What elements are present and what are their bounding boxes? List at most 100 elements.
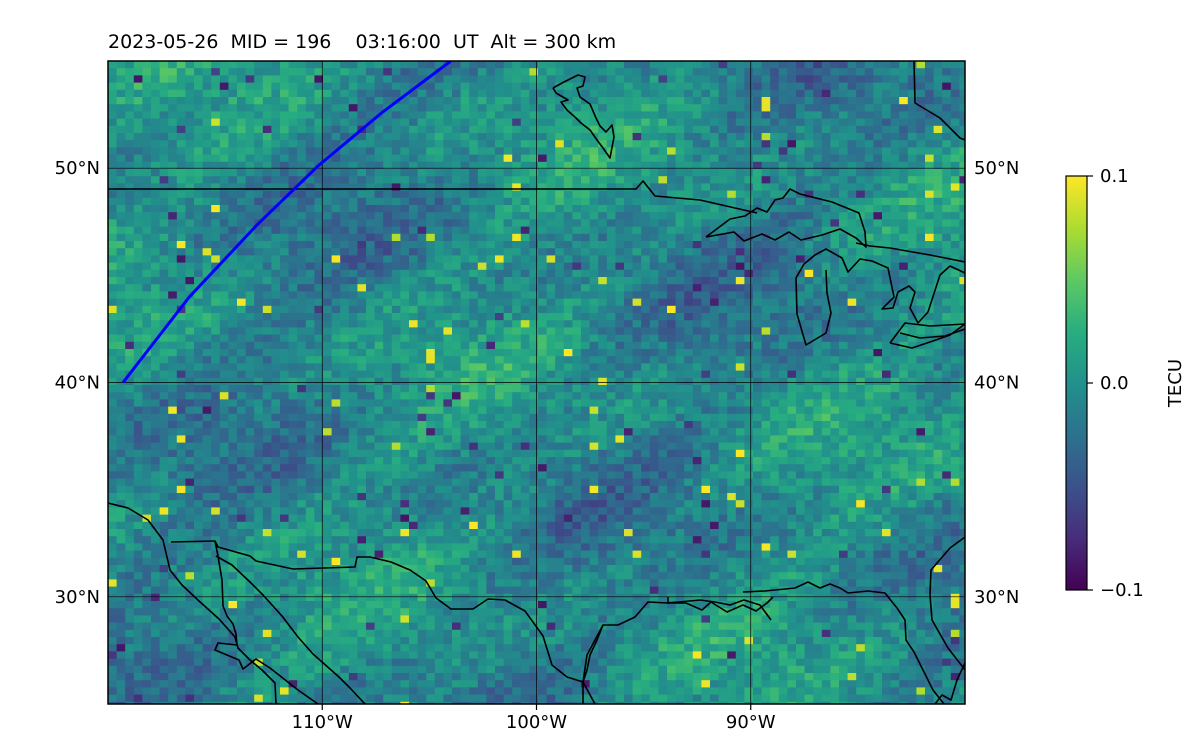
tec-cell <box>297 334 307 343</box>
tec-cell <box>581 320 591 328</box>
tec-cell <box>899 356 909 364</box>
tec-cell <box>116 75 126 84</box>
tec-cell <box>228 385 238 393</box>
tec-cell <box>348 413 358 422</box>
tec-cell <box>529 118 539 127</box>
tec-cell <box>701 269 711 278</box>
tec-cell <box>907 125 917 134</box>
tec-cell <box>486 104 496 112</box>
tec-cell <box>426 111 436 120</box>
tec-cell <box>761 305 771 314</box>
tec-cell <box>624 248 634 256</box>
tec-cell <box>512 140 522 148</box>
tec-cell <box>873 392 883 400</box>
tec-cell <box>753 89 763 98</box>
tec-cell <box>219 205 229 213</box>
tec-cell <box>194 104 204 112</box>
tec-cell <box>262 161 272 170</box>
tec-cell <box>718 212 728 220</box>
tec-cell <box>598 370 608 379</box>
tec-cell <box>899 399 909 408</box>
tec-cell <box>830 190 840 199</box>
tec-cell <box>959 75 965 84</box>
tec-cell <box>477 377 487 386</box>
tec-cell <box>142 205 152 213</box>
tec-cell <box>323 241 333 249</box>
tec-cell <box>374 241 384 249</box>
tec-cell <box>460 89 470 98</box>
tec-cell <box>280 140 290 148</box>
tec-cell <box>572 169 582 177</box>
tec-cell <box>271 68 281 76</box>
tec-cell <box>305 197 315 206</box>
tec-cell <box>641 89 651 98</box>
tec-cell <box>675 154 685 163</box>
tec-cell <box>409 399 419 408</box>
tec-cell <box>168 327 178 336</box>
tec-cell <box>460 197 470 206</box>
tec-cell <box>615 341 625 350</box>
tec-cell <box>426 97 436 105</box>
tec-cell <box>271 169 281 177</box>
tec-cell <box>933 327 943 336</box>
tec-cell <box>374 154 384 163</box>
tec-cell <box>692 413 702 422</box>
tec-cell <box>916 291 926 300</box>
tec-cell <box>813 68 823 76</box>
tec-cell <box>546 75 556 84</box>
tec-cell <box>323 161 333 170</box>
tec-cell <box>555 241 565 249</box>
tec-cell <box>942 197 952 206</box>
tec-cell <box>477 82 487 91</box>
tec-cell <box>950 233 960 242</box>
tec-cell <box>297 161 307 170</box>
tec-cell <box>391 68 401 76</box>
tec-cell <box>718 334 728 343</box>
tec-cell <box>942 277 952 285</box>
tec-cell <box>443 154 453 163</box>
tec-cell <box>202 291 212 300</box>
tec-cell <box>133 169 143 177</box>
tec-cell <box>606 341 616 350</box>
tec-cell <box>847 205 857 213</box>
tec-cell <box>434 104 444 112</box>
tec-cell <box>374 298 384 307</box>
tec-cell <box>409 385 419 393</box>
tec-cell <box>701 313 711 321</box>
tec-cell <box>374 406 384 415</box>
tec-cell <box>925 291 935 300</box>
tec-cell <box>305 205 315 213</box>
tec-cell <box>176 118 186 127</box>
tec-cell <box>374 269 384 278</box>
tec-cell <box>624 298 634 307</box>
tec-cell <box>159 413 169 422</box>
tec-cell <box>649 399 659 408</box>
tec-cell <box>262 399 272 408</box>
tec-cell <box>778 291 788 300</box>
tec-cell <box>821 89 831 98</box>
tec-cell <box>400 205 410 213</box>
tec-cell <box>787 305 797 314</box>
tec-cell <box>176 61 186 69</box>
tec-cell <box>873 140 883 148</box>
tec-cell <box>116 89 126 98</box>
tec-cell <box>916 262 926 271</box>
tec-cell <box>899 89 909 98</box>
tec-cell <box>262 406 272 415</box>
tec-cell <box>839 413 849 422</box>
tec-cell <box>753 284 763 292</box>
tec-cell <box>675 406 685 415</box>
tec-cell <box>512 313 522 321</box>
tec-cell <box>778 320 788 328</box>
tec-cell <box>632 334 642 343</box>
tec-cell <box>933 169 943 177</box>
tec-cell <box>649 269 659 278</box>
tec-cell <box>434 248 444 256</box>
tec-cell <box>219 176 229 184</box>
tec-cell <box>297 349 307 357</box>
tec-cell <box>839 406 849 415</box>
tec-cell <box>649 68 659 76</box>
tec-cell <box>142 111 152 120</box>
tec-cell <box>237 377 247 386</box>
tec-cell <box>830 89 840 98</box>
